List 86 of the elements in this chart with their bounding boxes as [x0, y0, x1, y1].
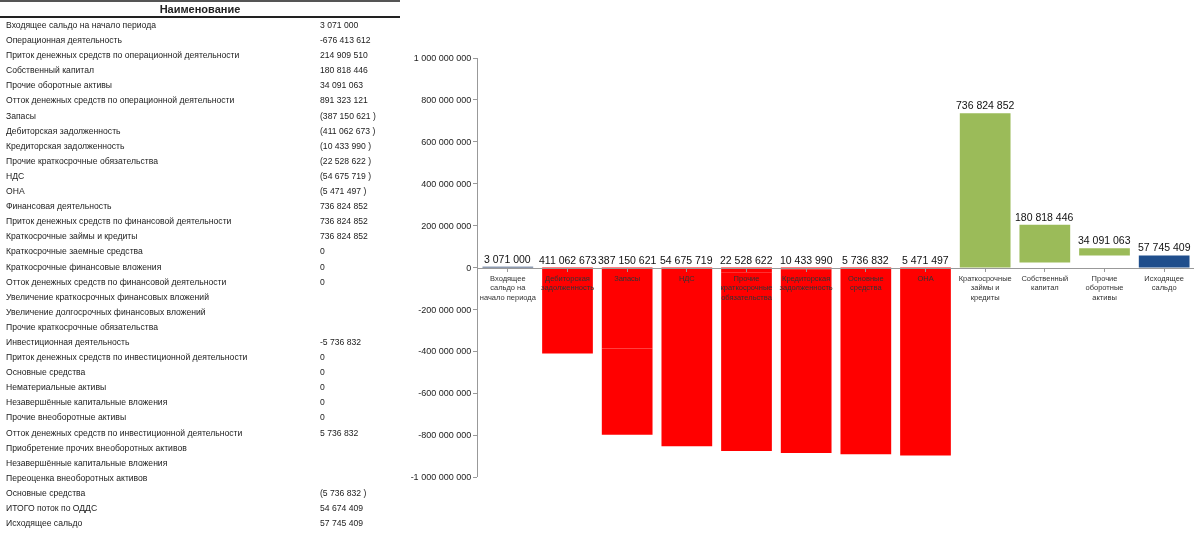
- category-label: Основные средства: [6, 366, 86, 380]
- text: (54 675 719 ): [320, 170, 372, 181]
- y-tick-label: 800 000 000: [421, 95, 472, 106]
- category-label: Отток денежных средств по операционной деятельности: [6, 94, 235, 108]
- category-label: Прочие внеоборотные активы: [6, 411, 127, 425]
- text: 0: [320, 246, 325, 257]
- category-label: Приток денежных средств по инвестиционной деятельности: [6, 351, 248, 365]
- category-label: Увеличение краткосрочных финансовых вложений: [6, 290, 209, 304]
- text: 0: [320, 382, 325, 393]
- text: 214 909 510: [320, 50, 368, 61]
- category-label: Приток денежных средств по финансовой деятельности: [6, 215, 232, 229]
- data-label: 5 471 497: [902, 254, 949, 266]
- text: 5 736 832: [320, 427, 359, 438]
- category-label: Отток денежных средств по финансовой деятельности: [6, 275, 227, 289]
- category-label: Прочие краткосрочные обязательства: [6, 154, 158, 168]
- text: (10 433 990 ): [320, 140, 372, 151]
- data-label: 5 736 832: [842, 254, 889, 266]
- text: 891 323 121: [320, 95, 368, 106]
- category-label: Краткосрочные финансовые вложения: [6, 260, 162, 274]
- category-label: Кредиторская задолженность: [6, 139, 125, 153]
- text: (387 150 621 ): [320, 110, 376, 121]
- text: 736 824 852: [320, 201, 368, 212]
- text: 0: [320, 352, 325, 363]
- y-tick-label: 600 000 000: [421, 136, 472, 147]
- text: -5 736 832: [320, 336, 362, 347]
- y-tick-label: -200 000 000: [418, 304, 472, 315]
- text: (411 062 673 ): [320, 125, 376, 136]
- text: 0: [320, 261, 325, 272]
- text: 54 674 409: [320, 503, 364, 513]
- category-label: Приобретение прочих внеоборотных активов: [6, 441, 187, 455]
- data-label: 411 062 673: [539, 254, 597, 266]
- category-label: Прочие оборотные активы: [6, 79, 112, 93]
- data-label: 3 071 000: [484, 253, 531, 265]
- text: -676 413 612: [320, 35, 371, 46]
- y-tick-label: 400 000 000: [421, 178, 472, 189]
- text: 180 818 446: [320, 65, 368, 76]
- data-label: 387 150 621: [598, 254, 657, 266]
- category-label: НДС: [6, 169, 25, 183]
- category-label: Запасы: [6, 109, 36, 123]
- category-label: Входящее сальдо на начало периода: [6, 19, 156, 32]
- data-label: 10 433 990: [780, 254, 833, 266]
- category-label: Краткосрочные заемные средства: [6, 245, 143, 259]
- data-label: 34 091 063: [1078, 234, 1131, 246]
- text: 3 071 000: [320, 20, 359, 30]
- text: 0: [320, 412, 325, 423]
- data-label: 22 528 622: [720, 254, 773, 266]
- y-tick-label: -1 000 000 000: [410, 472, 472, 483]
- category-label: Основные средства: [6, 486, 86, 500]
- category-label: Отток денежных средств по инвестиционной деятельности: [6, 426, 243, 440]
- data-label: 180 818 446: [1015, 211, 1074, 223]
- text: 0: [320, 367, 325, 378]
- category-label: Незавершённые капитальные вложения: [6, 456, 168, 470]
- category-label: Незавершённые капитальные вложения: [6, 396, 168, 410]
- data-label: 57 745 409: [1138, 241, 1191, 253]
- y-tick-label: 200 000 000: [421, 220, 472, 231]
- category-label: ИТОГО поток по ОДДС: [6, 502, 98, 515]
- text: Наименование: [0, 0, 400, 18]
- data-label: 736 824 852: [956, 99, 1015, 111]
- category-label: Переоценка внеоборотных активов: [6, 471, 148, 485]
- category-label: Операционная деятельность: [6, 34, 122, 48]
- text: 57 745 409: [320, 518, 364, 529]
- category-label: Исходящее сальдо: [6, 517, 83, 531]
- text: 0: [320, 397, 325, 408]
- category-label: Краткосрочные займы и кредиты: [6, 230, 138, 244]
- data-label: 54 675 719: [660, 254, 713, 266]
- text: (5 736 832 ): [320, 487, 367, 498]
- category-label: Финансовая деятельность: [6, 200, 112, 214]
- category-label: Увеличение долгосрочных финансовых вложений: [6, 305, 206, 319]
- text: 736 824 852: [320, 231, 368, 242]
- text: 34 091 063: [320, 80, 364, 91]
- text: (22 528 622 ): [320, 155, 372, 166]
- y-tick-label: 0: [466, 262, 472, 273]
- category-label: Инвестиционная деятельность: [6, 335, 130, 349]
- category-label: ОНА: [6, 185, 25, 199]
- category-label: Дебиторская задолженность: [6, 124, 121, 138]
- category-label: Нематериальные активы: [6, 381, 107, 395]
- text: 736 824 852: [320, 216, 368, 227]
- category-label: Приток денежных средств по операционной деятельности: [6, 49, 240, 63]
- category-label: Собственный капитал: [6, 64, 94, 78]
- y-tick-label: -400 000 000: [418, 346, 472, 357]
- y-tick-label: 1 000 000 000: [413, 53, 472, 64]
- text: 0: [320, 276, 325, 287]
- text: (5 471 497 ): [320, 186, 367, 197]
- category-label: Прочие краткосрочные обязательства: [6, 320, 158, 334]
- y-tick-label: -600 000 000: [418, 388, 472, 399]
- y-tick-label: -800 000 000: [418, 430, 472, 441]
